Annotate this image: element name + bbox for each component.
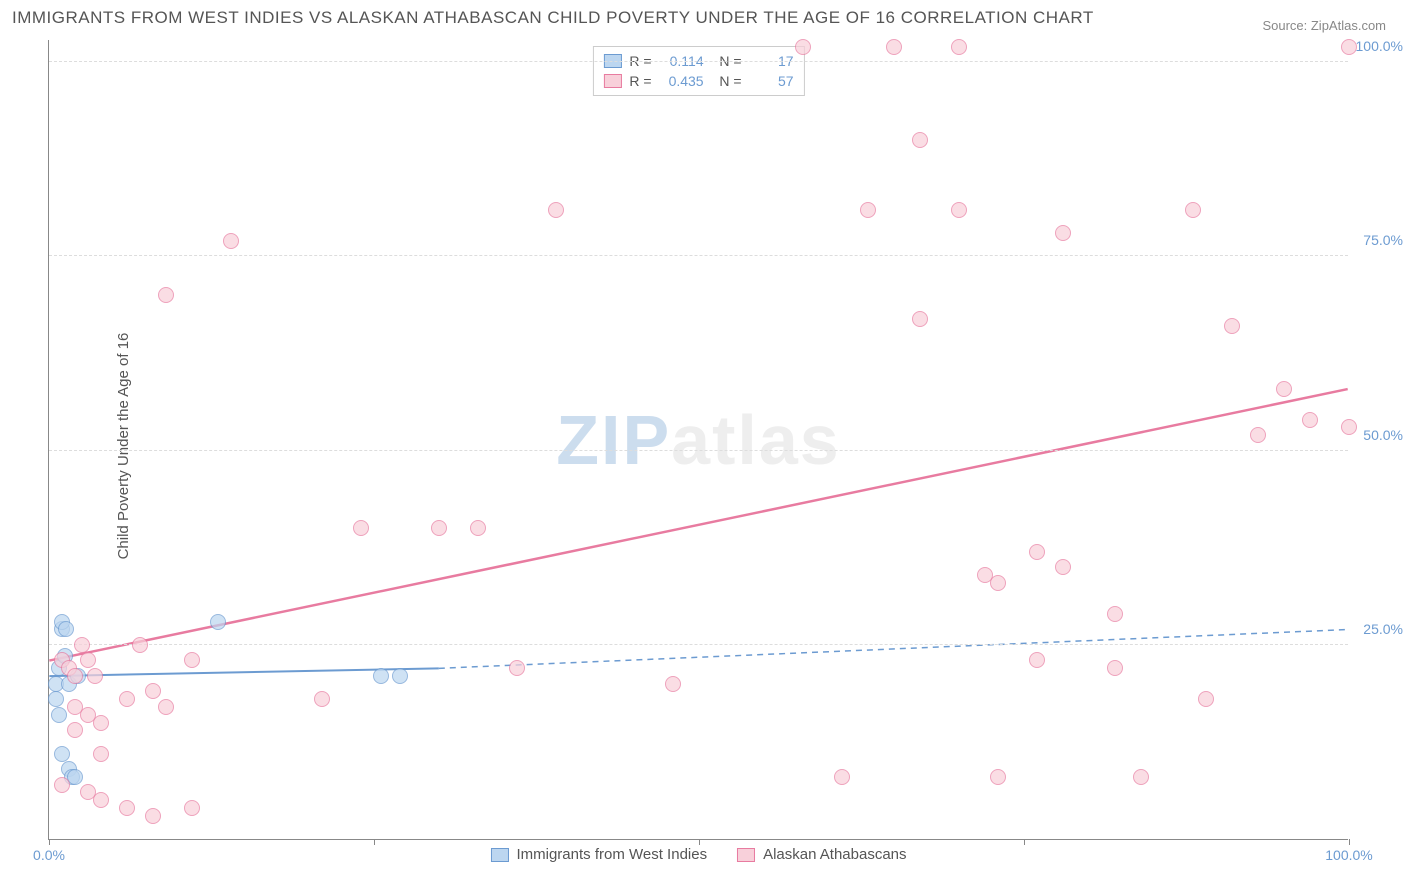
gridline-h [49, 255, 1348, 256]
data-point [184, 800, 200, 816]
data-point [1055, 225, 1071, 241]
data-point [67, 668, 83, 684]
n-label: N = [712, 73, 742, 89]
data-point [912, 132, 928, 148]
trend-lines [49, 40, 1348, 839]
data-point [58, 621, 74, 637]
data-point [314, 691, 330, 707]
data-point [990, 575, 1006, 591]
data-point [990, 769, 1006, 785]
data-point [119, 691, 135, 707]
data-point [54, 746, 70, 762]
gridline-h [49, 450, 1348, 451]
series-legend-item: Alaskan Athabascans [737, 846, 906, 863]
data-point [1185, 202, 1201, 218]
data-point [119, 800, 135, 816]
data-point [184, 652, 200, 668]
r-label: R = [629, 73, 651, 89]
data-point [132, 637, 148, 653]
data-point [470, 520, 486, 536]
data-point [886, 39, 902, 55]
y-tick-label: 50.0% [1363, 427, 1403, 443]
source-label: Source: ZipAtlas.com [1262, 18, 1386, 33]
data-point [665, 676, 681, 692]
data-point [51, 707, 67, 723]
gridline-h [49, 61, 1348, 62]
tick-v [49, 839, 50, 845]
series-name: Alaskan Athabascans [763, 846, 906, 863]
data-point [1107, 606, 1123, 622]
data-point [54, 777, 70, 793]
y-tick-label: 25.0% [1363, 621, 1403, 637]
data-point [158, 699, 174, 715]
data-point [1302, 412, 1318, 428]
watermark: ZIPatlas [556, 400, 840, 480]
data-point [951, 39, 967, 55]
y-tick-label: 100.0% [1356, 38, 1403, 54]
data-point [223, 233, 239, 249]
data-point [1029, 544, 1045, 560]
data-point [1198, 691, 1214, 707]
data-point [93, 715, 109, 731]
correlation-legend: R =0.114 N =17R =0.435 N =57 [592, 46, 804, 96]
data-point [795, 39, 811, 55]
data-point [1341, 39, 1357, 55]
data-point [860, 202, 876, 218]
n-value: 57 [750, 73, 794, 89]
gridline-h [49, 644, 1348, 645]
series-legend: Immigrants from West Indies Alaskan Athab… [490, 846, 906, 863]
legend-swatch [603, 74, 621, 88]
x-tick-label: 100.0% [1325, 847, 1372, 863]
legend-swatch [490, 848, 508, 862]
data-point [1341, 419, 1357, 435]
data-point [392, 668, 408, 684]
data-point [87, 668, 103, 684]
data-point [67, 722, 83, 738]
data-point [1276, 381, 1292, 397]
data-point [74, 637, 90, 653]
data-point [145, 808, 161, 824]
data-point [210, 614, 226, 630]
legend-row: R = 0.435 N = 57 [603, 71, 793, 91]
r-value: 0.435 [660, 73, 704, 89]
data-point [158, 287, 174, 303]
data-point [93, 746, 109, 762]
series-name: Immigrants from West Indies [516, 846, 707, 863]
tick-v [1349, 839, 1350, 845]
data-point [548, 202, 564, 218]
data-point [912, 311, 928, 327]
data-point [1224, 318, 1240, 334]
tick-v [699, 839, 700, 845]
y-tick-label: 75.0% [1363, 232, 1403, 248]
plot-area: ZIPatlas R =0.114 N =17R =0.435 N =57 Im… [48, 40, 1348, 840]
data-point [145, 683, 161, 699]
data-point [431, 520, 447, 536]
data-point [1250, 427, 1266, 443]
data-point [353, 520, 369, 536]
series-legend-item: Immigrants from West Indies [490, 846, 707, 863]
data-point [834, 769, 850, 785]
data-point [1107, 660, 1123, 676]
legend-swatch [737, 848, 755, 862]
data-point [1029, 652, 1045, 668]
data-point [80, 652, 96, 668]
tick-v [1024, 839, 1025, 845]
data-point [1133, 769, 1149, 785]
chart-title: IMMIGRANTS FROM WEST INDIES VS ALASKAN A… [12, 8, 1094, 28]
data-point [951, 202, 967, 218]
tick-v [374, 839, 375, 845]
x-tick-label: 0.0% [33, 847, 65, 863]
data-point [373, 668, 389, 684]
data-point [93, 792, 109, 808]
data-point [509, 660, 525, 676]
data-point [1055, 559, 1071, 575]
data-point [48, 691, 64, 707]
